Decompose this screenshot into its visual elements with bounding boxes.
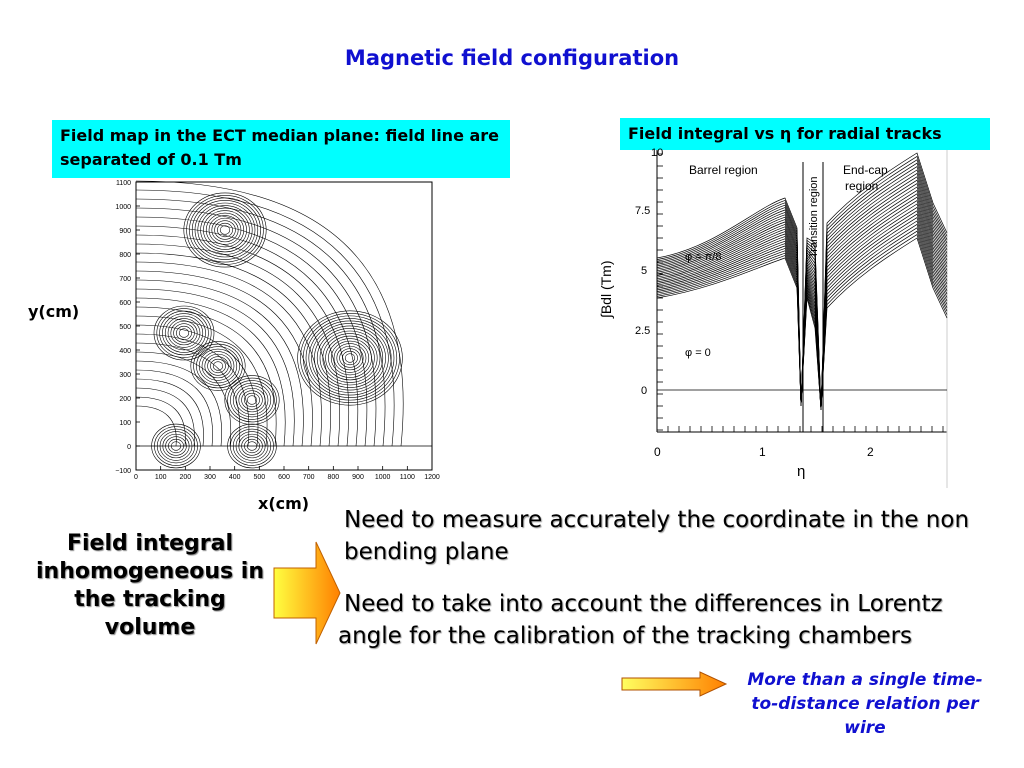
fm-ytick: 1000 — [115, 204, 131, 211]
fm-ytick: 800 — [119, 252, 131, 259]
fm-ytick: 0 — [127, 444, 131, 451]
field-integral-caption: Field integral vs η for radial tracks — [620, 118, 990, 150]
field-integral-statement: Field integral inhomogeneous in the trac… — [35, 531, 264, 640]
time-distance-note: More than a single time-to-distance rela… — [747, 670, 983, 738]
fm-xtick: 800 — [327, 474, 339, 481]
fm-ytick: 400 — [119, 348, 131, 355]
fm-xtick: 100 — [155, 474, 167, 481]
fm-ytick: 200 — [119, 396, 131, 403]
fm-ytick: 1100 — [116, 180, 131, 187]
fm-ytick: 600 — [119, 300, 131, 307]
fi-ytick-10: 10 — [651, 148, 663, 159]
field-map-caption: Field map in the ECT median plane: field… — [52, 120, 510, 178]
big-arrow-icon — [273, 541, 341, 645]
fm-xtick: 1100 — [400, 474, 415, 481]
fm-xtick: 1200 — [424, 474, 440, 481]
bullet-2: Need to take into account the difference… — [338, 591, 943, 649]
fm-xtick: 200 — [179, 474, 191, 481]
fi-xtick-0: 0 — [654, 445, 661, 459]
fm-xtick: 600 — [278, 474, 290, 481]
field-map-ylabel: y(cm) — [28, 302, 80, 321]
fi-phi-bottom: φ = 0 — [685, 347, 711, 359]
small-arrow-icon — [621, 671, 728, 697]
fm-ytick: −100 — [115, 468, 131, 475]
fi-ytick-0: 0 — [641, 385, 647, 397]
fm-ytick: 100 — [119, 420, 131, 427]
fi-xtick-1: 1 — [759, 445, 766, 459]
fm-xtick: 1000 — [375, 474, 391, 481]
bullet-1: Need to measure accurately the coordinat… — [344, 507, 970, 565]
fm-xtick: 500 — [253, 474, 265, 481]
fm-xtick: 900 — [352, 474, 364, 481]
fi-xtick-2: 2 — [867, 445, 874, 459]
fi-ytick-7.5: 7.5 — [635, 205, 650, 217]
fi-xlabel: η — [797, 463, 805, 480]
fi-transition-label: Transition region — [808, 176, 820, 258]
fi-ytick-5: 5 — [641, 265, 647, 277]
fm-ytick: 900 — [119, 228, 131, 235]
fm-xtick: 300 — [204, 474, 216, 481]
fi-ylabel: ∫Bdl (Tm) — [598, 261, 614, 320]
fm-ytick: 300 — [119, 372, 131, 379]
fi-ytick-2.5: 2.5 — [635, 325, 650, 337]
fi-endcap-label-2: region — [845, 179, 878, 193]
fi-endcap-label: End-cap — [843, 163, 888, 177]
fm-xtick: 700 — [303, 474, 315, 481]
field-map-plot: 110010009008007006005004003002001000−100… — [115, 180, 440, 481]
fm-ytick: 700 — [119, 276, 131, 283]
fm-xtick: 400 — [229, 474, 241, 481]
fm-ytick: 500 — [119, 324, 131, 331]
fm-xtick: 0 — [134, 474, 138, 481]
field-map-xlabel: x(cm) — [258, 494, 310, 513]
fi-barrel-label: Barrel region — [689, 163, 758, 177]
field-integral-plot: 7.5 5 2.5 0 10 0 1 2 η ∫Bdl (Tm) Barrel … — [598, 148, 948, 488]
page-title: Magnetic field configuration — [344, 46, 680, 70]
